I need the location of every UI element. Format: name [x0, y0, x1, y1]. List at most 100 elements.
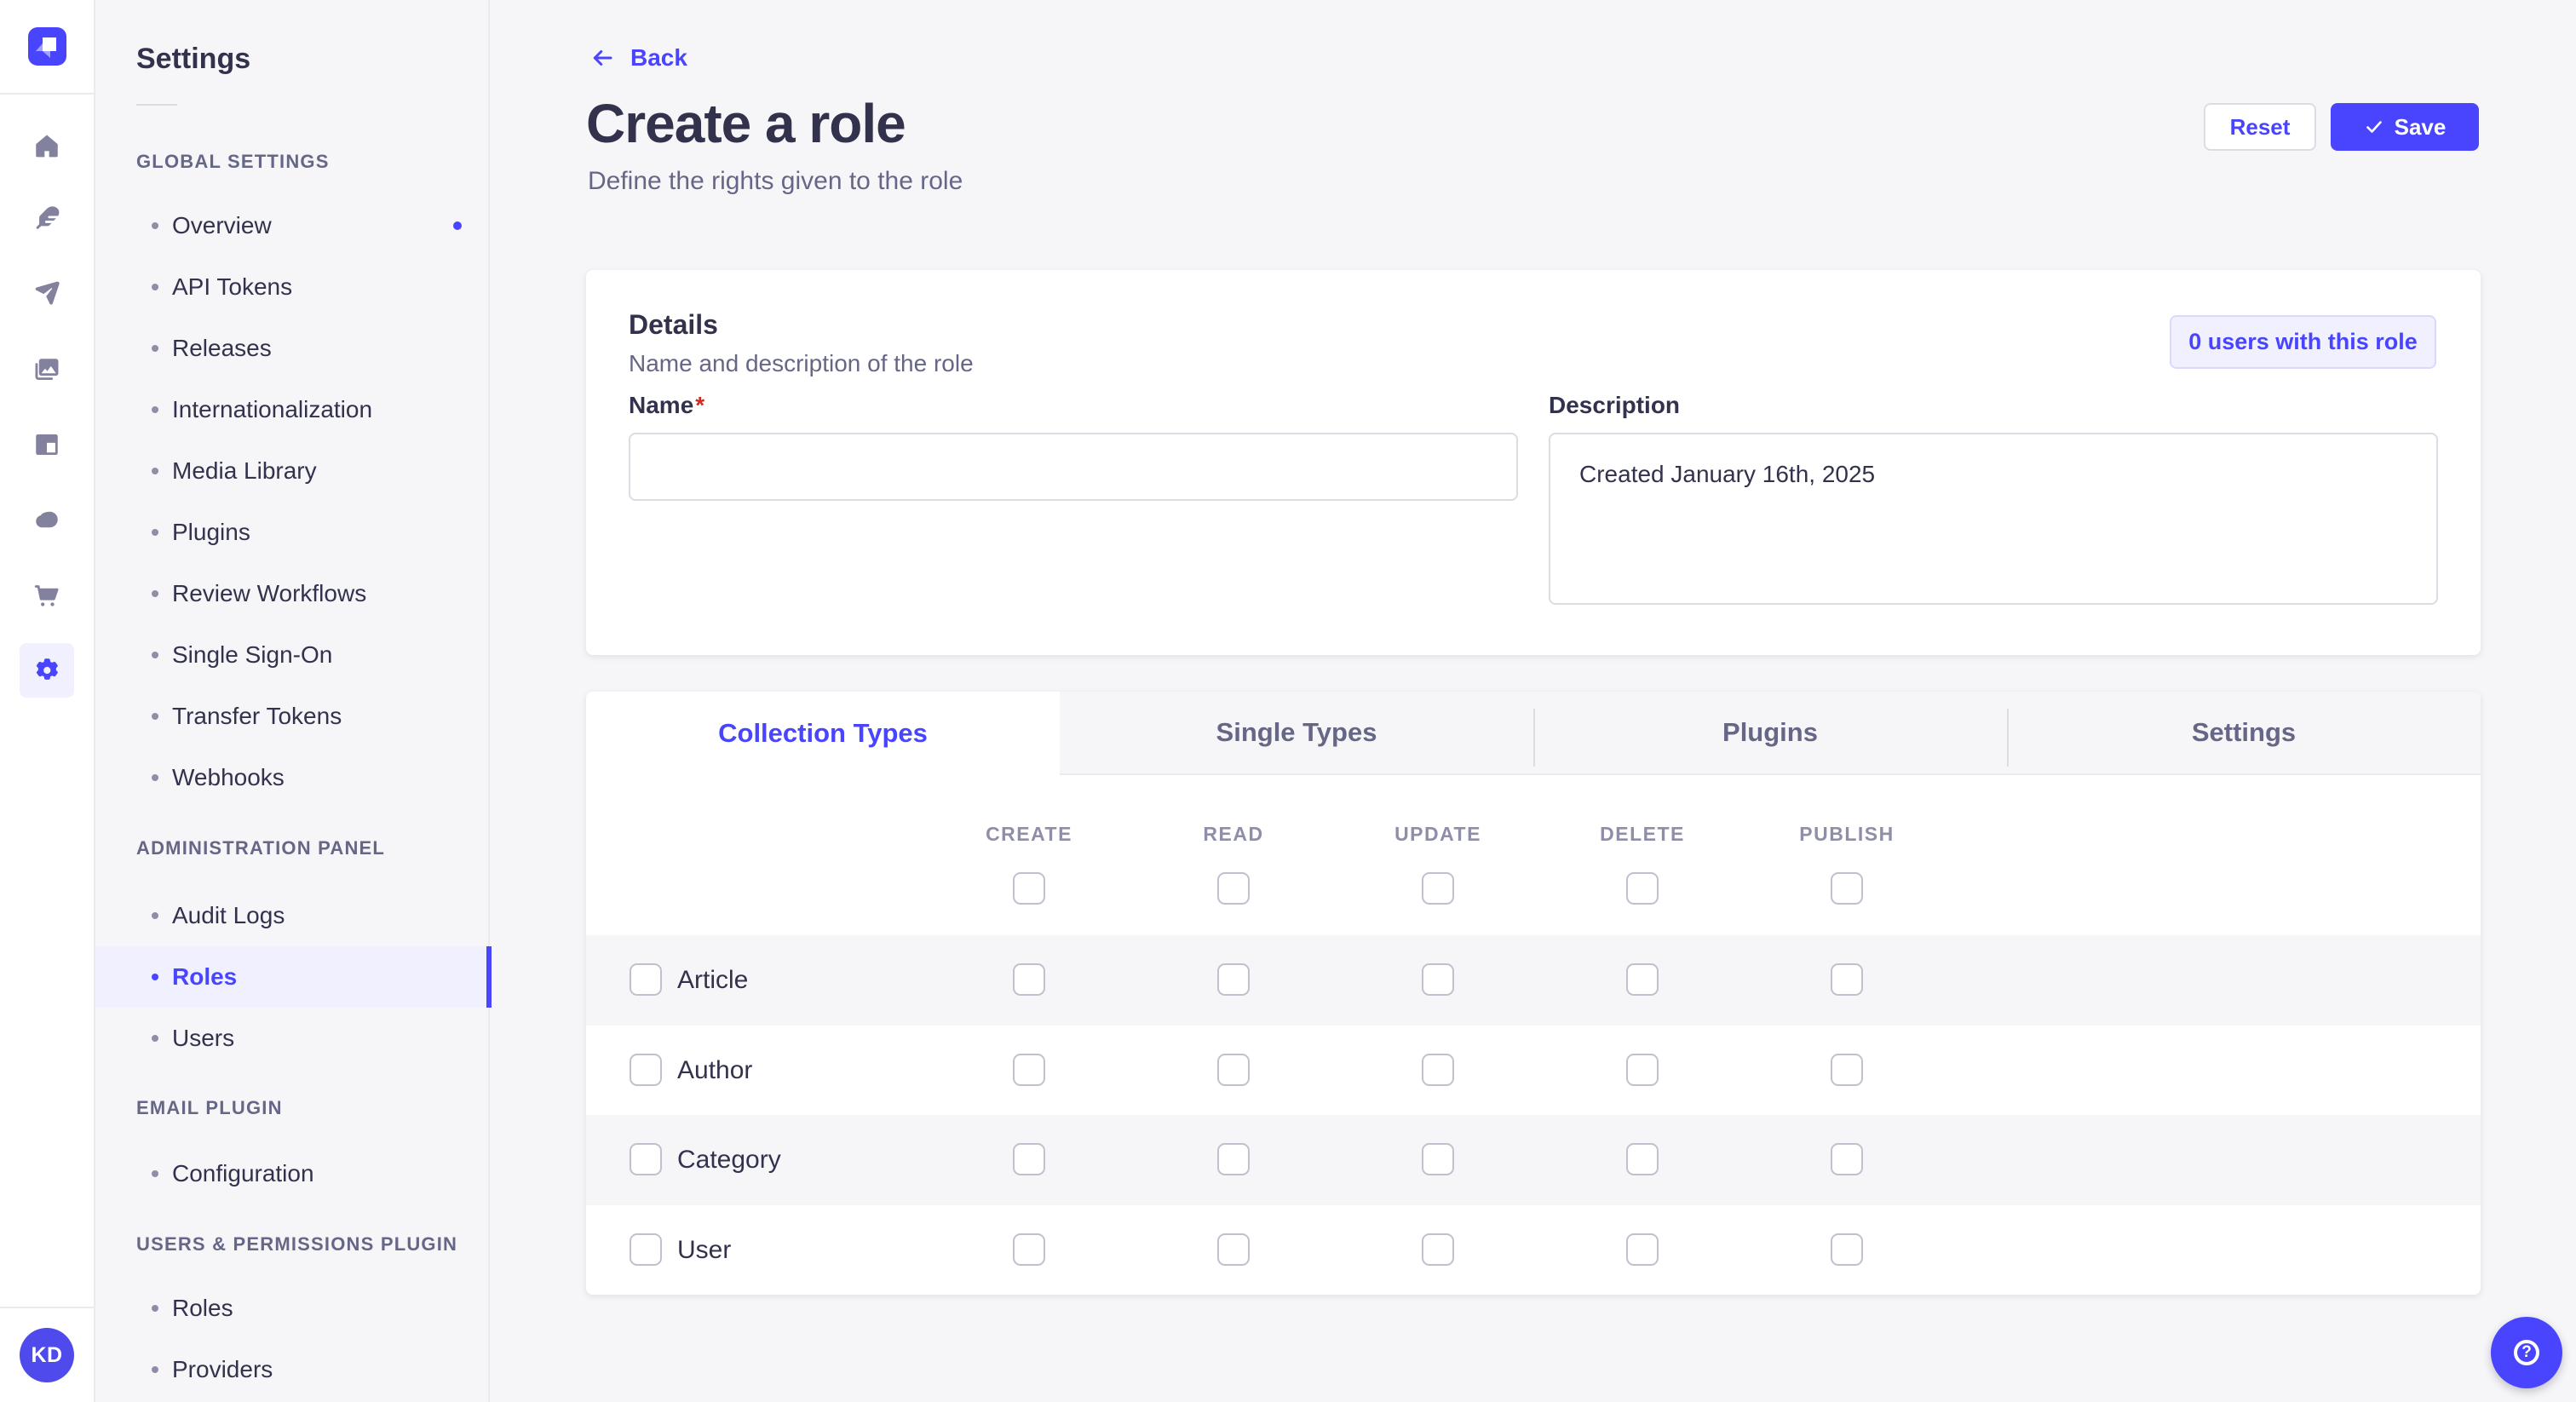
sidebar-item-single-sign-on[interactable]: Single Sign-On [95, 624, 490, 686]
category-publish-checkbox[interactable] [1831, 1143, 1863, 1175]
table-row-author: Author [586, 1026, 2481, 1115]
feather-pen-icon [36, 206, 60, 229]
bullet-icon [152, 406, 158, 413]
tab-settings[interactable]: Settings [2007, 692, 2481, 775]
author-delete-checkbox[interactable] [1626, 1054, 1659, 1086]
sidebar-item-users[interactable]: Users [95, 1008, 490, 1069]
row-label: Article [677, 966, 749, 994]
column-header-publish: PUBLISH [1799, 823, 1895, 845]
sidebar-item-media-library[interactable]: Media Library [95, 440, 490, 502]
sidebar-item-label: Roles [172, 963, 238, 990]
sidebar-item-audit-logs[interactable]: Audit Logs [95, 885, 490, 946]
bullet-icon [152, 590, 158, 597]
table-row-article: Article [586, 935, 2481, 1026]
table-row-user: User [586, 1205, 2481, 1295]
tab-collection-types[interactable]: Collection Types [586, 692, 1060, 775]
sidebar-item-api-tokens[interactable]: API Tokens [95, 256, 490, 318]
sidebar-item-label: Media Library [172, 457, 317, 484]
sidebar-item-label: Review Workflows [172, 580, 367, 606]
bullet-icon [152, 974, 158, 980]
author-update-checkbox[interactable] [1422, 1054, 1454, 1086]
nav-home[interactable] [20, 118, 74, 173]
description-textarea[interactable] [1549, 433, 2438, 605]
user-delete-checkbox[interactable] [1626, 1233, 1659, 1266]
nav-media-library[interactable] [20, 342, 74, 397]
category-delete-checkbox[interactable] [1626, 1143, 1659, 1175]
category-create-checkbox[interactable] [1013, 1143, 1045, 1175]
section-users-permissions-plugin: USERS & PERMISSIONS PLUGIN [136, 1233, 458, 1255]
nav-settings[interactable] [20, 643, 74, 698]
sidebar-item-plugins[interactable]: Plugins [95, 502, 490, 563]
main-nav-rail: KD [0, 0, 95, 1402]
user-avatar[interactable]: KD [20, 1328, 74, 1382]
user-publish-checkbox[interactable] [1831, 1233, 1863, 1266]
article-publish-checkbox[interactable] [1831, 963, 1863, 996]
row-select-checkbox[interactable] [630, 963, 662, 996]
row-label: Author [677, 1056, 753, 1084]
category-read-checkbox[interactable] [1217, 1143, 1250, 1175]
tab-plugins[interactable]: Plugins [1533, 692, 2007, 775]
bullet-icon [152, 1170, 158, 1177]
name-label: Name* [629, 392, 704, 419]
sidebar-item-webhooks[interactable]: Webhooks [95, 747, 490, 808]
sidebar-item-label: Transfer Tokens [172, 703, 342, 729]
sidebar-item-configuration[interactable]: Configuration [95, 1143, 490, 1204]
nav-deploy[interactable] [20, 492, 74, 547]
article-delete-checkbox[interactable] [1626, 963, 1659, 996]
sidebar-item-label: API Tokens [172, 273, 293, 300]
required-asterisk: * [695, 392, 705, 418]
back-link[interactable]: Back [589, 39, 687, 77]
sidebar-item-roles[interactable]: Roles [95, 946, 492, 1008]
details-card: Details Name and description of the role… [586, 270, 2481, 655]
nav-content-type-builder[interactable] [20, 417, 74, 472]
reset-button[interactable]: Reset [2204, 103, 2316, 151]
save-button[interactable]: Save [2331, 103, 2479, 151]
sidebar-item-transfer-tokens[interactable]: Transfer Tokens [95, 686, 490, 747]
bullet-icon [152, 1035, 158, 1042]
section-administration-panel: ADMINISTRATION PANEL [136, 837, 386, 859]
sidebar-item-label: Overview [172, 212, 272, 238]
select-all-create-checkbox[interactable] [1013, 872, 1045, 905]
sidebar-item-up-roles[interactable]: Roles [95, 1278, 490, 1339]
permissions-card: Collection Types Single Types Plugins Se… [586, 692, 2481, 1295]
row-select-checkbox[interactable] [630, 1233, 662, 1266]
article-update-checkbox[interactable] [1422, 963, 1454, 996]
author-publish-checkbox[interactable] [1831, 1054, 1863, 1086]
select-all-publish-checkbox[interactable] [1831, 872, 1863, 905]
sidebar-item-providers[interactable]: Providers [95, 1339, 490, 1400]
sidebar-item-internationalization[interactable]: Internationalization [95, 379, 490, 440]
category-update-checkbox[interactable] [1422, 1143, 1454, 1175]
strapi-logo[interactable] [27, 27, 66, 66]
author-create-checkbox[interactable] [1013, 1054, 1045, 1086]
select-all-read-checkbox[interactable] [1217, 872, 1250, 905]
users-with-role-button[interactable]: 0 users with this role [2170, 315, 2436, 369]
author-read-checkbox[interactable] [1217, 1054, 1250, 1086]
help-button[interactable]: ? [2491, 1317, 2562, 1388]
sidebar-item-label: Configuration [172, 1160, 314, 1187]
row-select-checkbox[interactable] [630, 1054, 662, 1086]
sidebar-item-overview[interactable]: Overview [95, 195, 490, 256]
user-create-checkbox[interactable] [1013, 1233, 1045, 1266]
row-label: User [677, 1236, 732, 1264]
check-icon [2366, 121, 2382, 133]
sidebar-item-releases[interactable]: Releases [95, 318, 490, 379]
question-mark-icon: ? [2514, 1340, 2539, 1365]
select-all-delete-checkbox[interactable] [1626, 872, 1659, 905]
subnav-title: Settings [136, 43, 251, 75]
nav-content-manager[interactable] [20, 192, 74, 246]
tab-single-types[interactable]: Single Types [1060, 692, 1533, 775]
nav-releases[interactable] [20, 267, 74, 321]
back-label: Back [630, 44, 687, 71]
user-update-checkbox[interactable] [1422, 1233, 1454, 1266]
sidebar-item-review-workflows[interactable]: Review Workflows [95, 563, 490, 624]
row-select-checkbox[interactable] [630, 1143, 662, 1175]
nav-marketplace[interactable] [20, 568, 74, 623]
article-create-checkbox[interactable] [1013, 963, 1045, 996]
select-all-update-checkbox[interactable] [1422, 872, 1454, 905]
sidebar-item-label: Releases [172, 335, 272, 361]
article-read-checkbox[interactable] [1217, 963, 1250, 996]
name-input[interactable] [629, 433, 1518, 501]
cloud-icon [36, 511, 58, 528]
home-icon [36, 135, 58, 158]
user-read-checkbox[interactable] [1217, 1233, 1250, 1266]
